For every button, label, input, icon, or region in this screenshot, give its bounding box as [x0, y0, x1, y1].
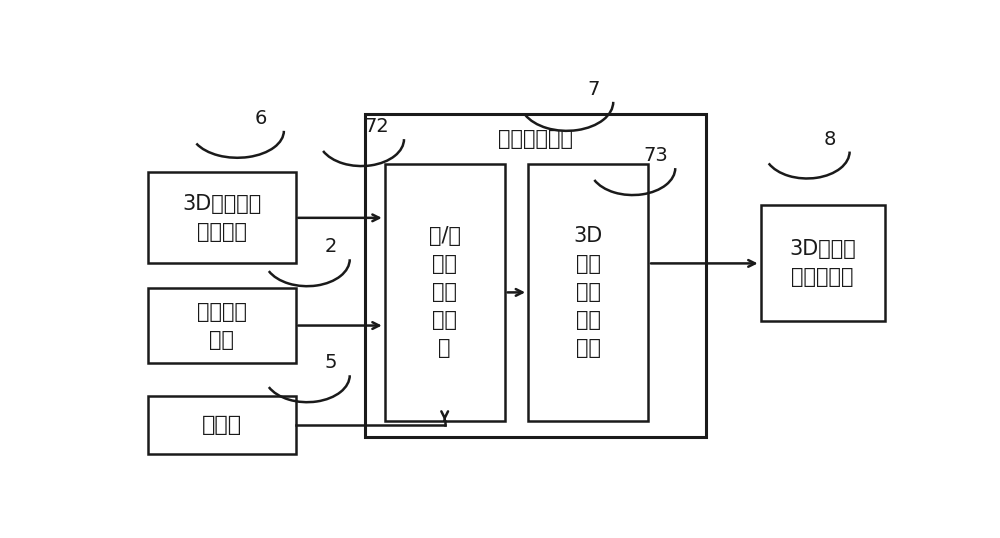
Text: 3D视频信号
输入装置: 3D视频信号 输入装置: [182, 194, 262, 242]
Text: 8: 8: [824, 130, 836, 148]
Bar: [761, 206, 885, 321]
Text: 73: 73: [644, 146, 668, 165]
Text: 3D
视频
信号
生成
模块: 3D 视频 信号 生成 模块: [573, 226, 603, 358]
Text: 2: 2: [324, 237, 337, 256]
Bar: [148, 172, 296, 264]
Text: 左/右
眼视
图调
节模
块: 左/右 眼视 图调 节模 块: [429, 226, 461, 358]
Bar: [528, 164, 648, 421]
Bar: [365, 114, 706, 437]
Text: 6: 6: [254, 109, 267, 128]
Text: 72: 72: [364, 117, 389, 136]
Bar: [385, 164, 505, 421]
Text: 位置测定
装置: 位置测定 装置: [197, 301, 247, 350]
Text: 眼动仪: 眼动仪: [202, 415, 242, 435]
Text: 3D视频信
号输出装置: 3D视频信 号输出装置: [789, 239, 856, 287]
Text: 图像处理装置: 图像处理装置: [498, 129, 573, 149]
Text: 7: 7: [588, 80, 600, 99]
Bar: [148, 288, 296, 363]
Text: 5: 5: [324, 353, 337, 372]
Bar: [148, 396, 296, 454]
